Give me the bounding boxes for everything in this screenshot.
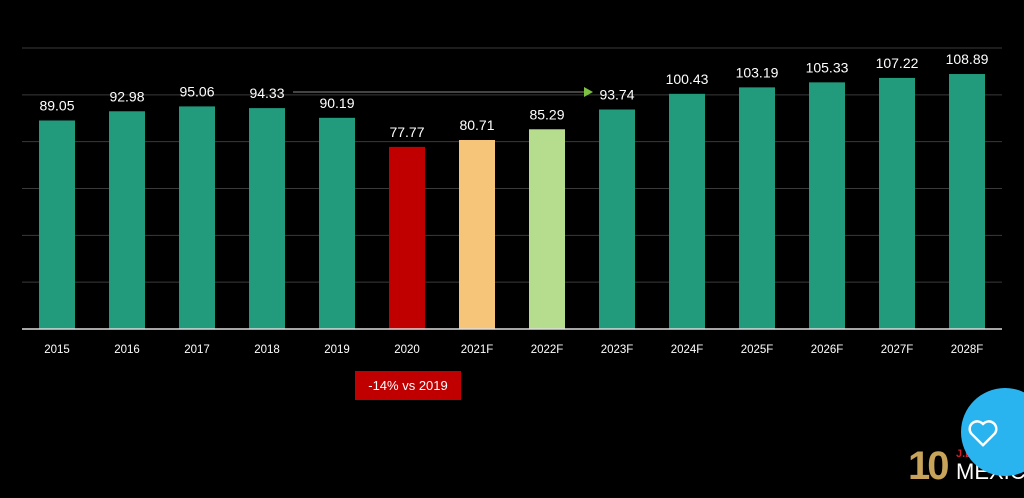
decline-annotation: -14% vs 2019	[355, 371, 461, 400]
favorite-button[interactable]	[961, 388, 1024, 476]
x-tick-label: 2022F	[531, 344, 564, 356]
data-label: 90.19	[319, 95, 354, 111]
data-label: 94.33	[249, 85, 284, 101]
bar	[39, 120, 75, 330]
data-label: 95.06	[179, 83, 214, 99]
data-label: 103.19	[736, 64, 779, 80]
x-tick-label: 2018	[254, 344, 280, 356]
x-tick-label: 2025F	[741, 344, 774, 356]
bar	[459, 140, 495, 329]
data-label: 93.74	[599, 86, 634, 102]
data-label: 108.89	[946, 51, 989, 67]
x-tick-label: 2028F	[951, 344, 984, 356]
logo-number: 10	[908, 444, 949, 488]
data-label: 85.29	[529, 106, 564, 122]
x-tick-label: 2027F	[881, 344, 914, 356]
data-label: 100.43	[666, 71, 709, 87]
x-tick-label: 2016	[114, 344, 140, 356]
arrow-head-icon	[584, 87, 593, 97]
bar	[949, 74, 985, 329]
x-tick-label: 2020	[394, 344, 420, 356]
bar	[739, 87, 775, 329]
bar	[599, 109, 635, 330]
bar	[529, 129, 565, 329]
bar	[669, 93, 705, 329]
data-label: 92.98	[109, 88, 144, 104]
heart-icon	[968, 420, 998, 447]
bar	[879, 77, 915, 329]
data-label: 89.05	[39, 97, 74, 113]
x-tick-label: 2021F	[461, 344, 494, 356]
x-tick-label: 2026F	[811, 344, 844, 356]
bar	[179, 106, 215, 329]
x-tick-label: 2023F	[601, 344, 634, 356]
data-label: 80.71	[459, 117, 494, 133]
x-tick-label: 2019	[324, 344, 350, 356]
bar	[249, 108, 285, 329]
data-label: 77.77	[389, 124, 424, 140]
data-label: 107.22	[876, 55, 919, 71]
x-tick-label: 2017	[184, 344, 210, 356]
bar	[809, 82, 845, 329]
x-tick-label: 2024F	[671, 344, 704, 356]
x-tick-label: 2015	[44, 344, 70, 356]
bar	[319, 117, 355, 329]
data-label: 105.33	[806, 59, 849, 75]
bar	[389, 146, 425, 329]
bar	[109, 111, 145, 329]
